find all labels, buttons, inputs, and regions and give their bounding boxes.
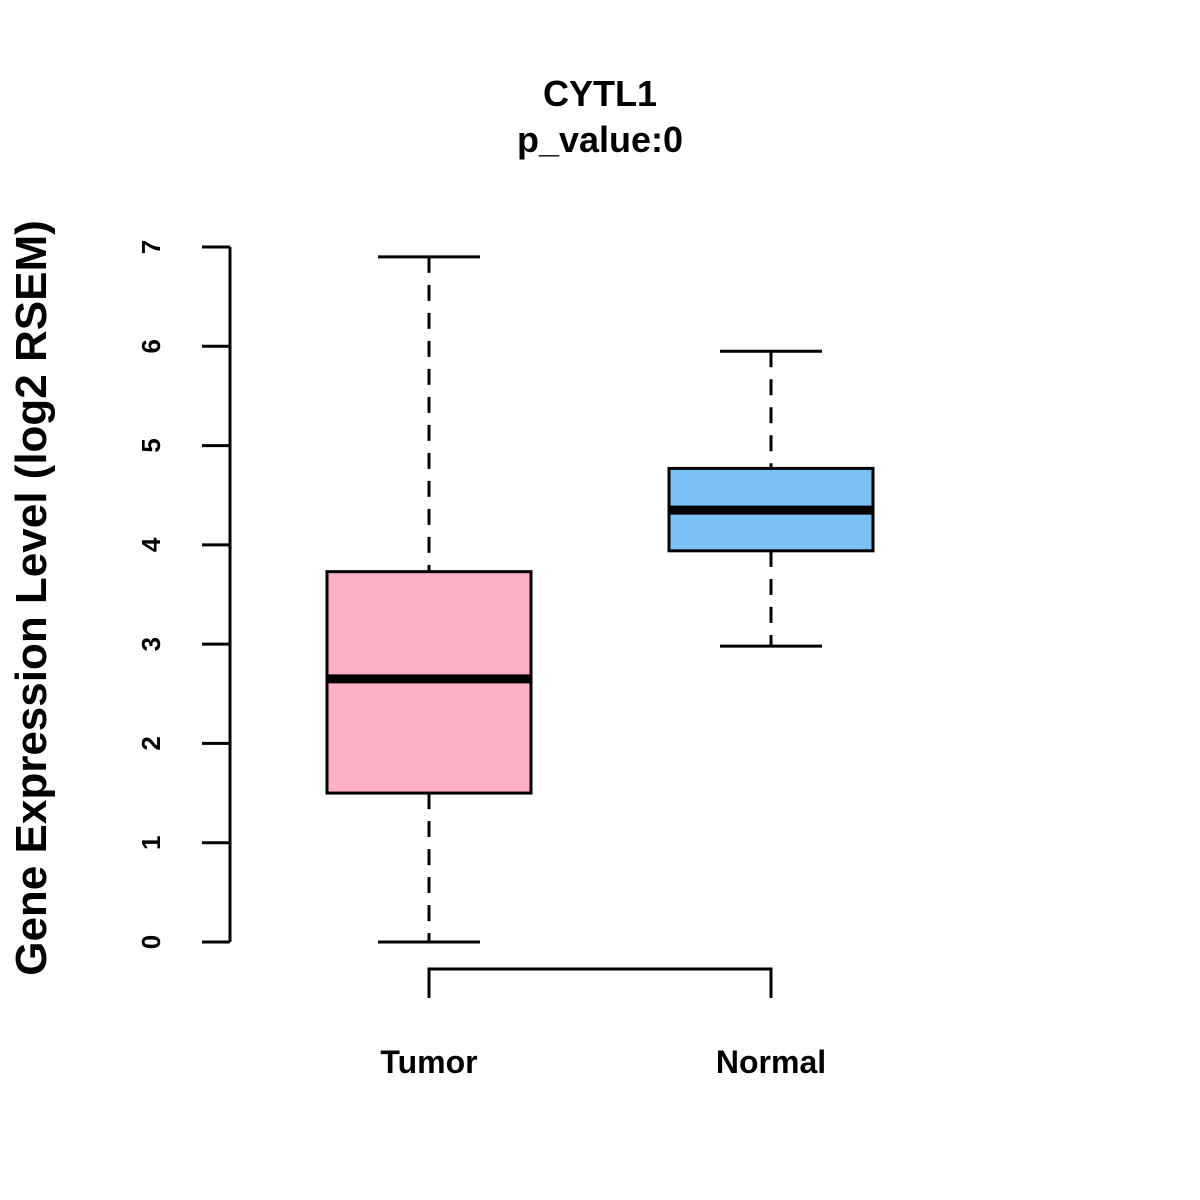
significance-bracket	[427, 967, 773, 998]
bracket-line	[427, 967, 773, 998]
x-axis-labels: Tumor Normal	[380, 1044, 826, 1080]
y-tick-label: 1	[136, 835, 166, 849]
x-tick-label-tumor: Tumor	[380, 1044, 477, 1080]
chart-subtitle: p_value:0	[517, 119, 683, 160]
y-tick-label: 6	[136, 339, 166, 353]
y-tick-label: 3	[136, 637, 166, 651]
y-axis-label: Gene Expression Level (log2 RSEM)	[7, 220, 56, 976]
boxes	[325, 255, 875, 944]
y-tick-label: 0	[136, 935, 166, 949]
chart-title: CYTL1	[543, 73, 657, 114]
box-tumor	[325, 255, 533, 944]
box-normal	[667, 349, 875, 648]
y-tick-label: 4	[136, 537, 166, 552]
y-tick-label: 2	[136, 736, 166, 750]
x-tick-label-normal: Normal	[716, 1044, 826, 1080]
y-tick-label: 5	[136, 438, 166, 452]
y-axis: 0 1 2 3 4 5 6 7	[136, 240, 232, 949]
y-tick-label: 7	[136, 240, 166, 254]
